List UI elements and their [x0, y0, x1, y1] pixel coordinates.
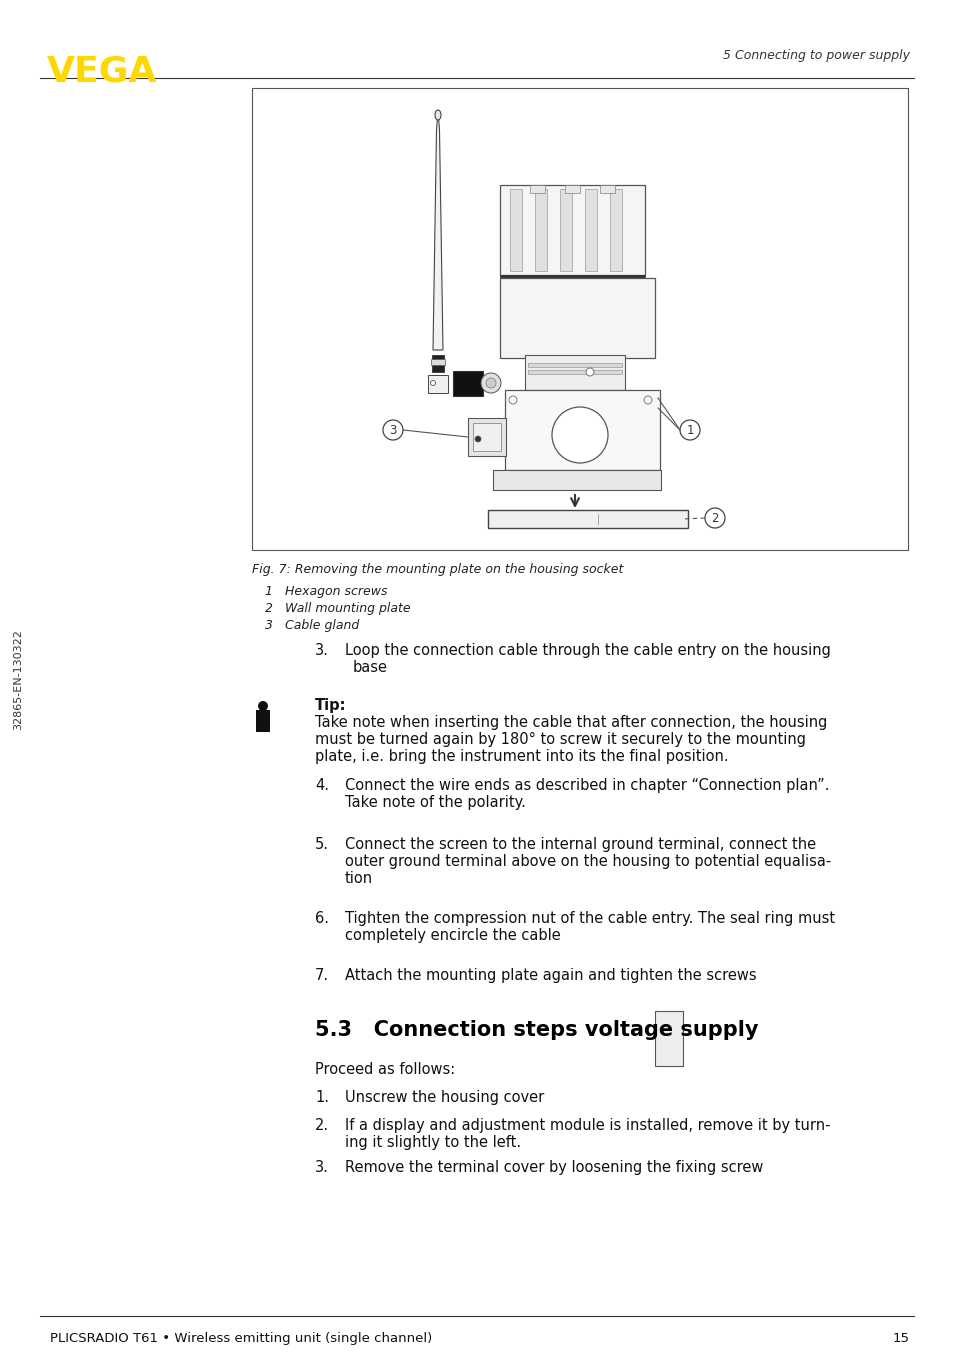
Bar: [510, 190, 521, 271]
Text: 5.3   Connection steps voltage supply: 5.3 Connection steps voltage supply: [314, 1020, 758, 1040]
Text: Remove the terminal cover by loosening the fixing screw: Remove the terminal cover by loosening t…: [345, 1160, 762, 1175]
Text: 2   Wall mounting plate: 2 Wall mounting plate: [265, 603, 410, 615]
Text: 3.: 3.: [314, 1160, 329, 1175]
Text: base: base: [353, 659, 388, 676]
Circle shape: [704, 508, 724, 528]
Text: 15: 15: [892, 1332, 909, 1345]
Text: outer ground terminal above on the housing to potential equalisa-: outer ground terminal above on the housi…: [345, 854, 830, 869]
Circle shape: [257, 701, 268, 711]
Bar: [468, 418, 505, 456]
Text: If a display and adjustment module is installed, remove it by turn-: If a display and adjustment module is in…: [345, 1118, 830, 1133]
Text: Tip:: Tip:: [314, 699, 346, 714]
Circle shape: [552, 408, 607, 463]
Text: VEGA: VEGA: [47, 56, 157, 89]
Text: 32865-EN-130322: 32865-EN-130322: [13, 630, 23, 730]
Text: 3.: 3.: [314, 643, 329, 658]
Circle shape: [382, 420, 402, 440]
Bar: [473, 422, 500, 451]
Text: Unscrew the housing cover: Unscrew the housing cover: [345, 1090, 543, 1105]
Circle shape: [480, 372, 500, 393]
Text: plate, i.e. bring the instrument into its the final position.: plate, i.e. bring the instrument into it…: [314, 749, 728, 764]
Text: 1: 1: [685, 424, 693, 436]
Text: Take note when inserting the cable that after connection, the housing: Take note when inserting the cable that …: [314, 715, 826, 730]
Bar: [527, 363, 621, 367]
Text: Connect the screen to the internal ground terminal, connect the: Connect the screen to the internal groun…: [345, 837, 815, 852]
Text: Attach the mounting plate again and tighten the screws: Attach the mounting plate again and tigh…: [345, 968, 756, 983]
Bar: [609, 190, 621, 271]
Circle shape: [430, 380, 435, 386]
Bar: [493, 470, 660, 490]
Bar: [564, 185, 579, 194]
Circle shape: [485, 378, 496, 389]
Bar: [499, 278, 655, 357]
Text: Tighten the compression nut of the cable entry. The seal ring must: Tighten the compression nut of the cable…: [345, 911, 834, 926]
Text: Loop the connection cable through the cable entry on the housing: Loop the connection cable through the ca…: [345, 643, 830, 658]
Bar: [527, 370, 621, 374]
Bar: [535, 190, 546, 271]
Bar: [504, 390, 659, 470]
Text: completely encircle the cable: completely encircle the cable: [345, 927, 560, 942]
Text: 6.: 6.: [314, 911, 329, 926]
Text: ing it slightly to the left.: ing it slightly to the left.: [345, 1135, 520, 1150]
Text: Take note of the polarity.: Take note of the polarity.: [345, 795, 525, 810]
Ellipse shape: [435, 110, 440, 121]
Text: 7.: 7.: [314, 968, 329, 983]
Bar: [584, 190, 597, 271]
Text: 5 Connecting to power supply: 5 Connecting to power supply: [722, 49, 909, 62]
Bar: [499, 185, 644, 275]
Text: PLICSRADIO T61 • Wireless emitting unit (single channel): PLICSRADIO T61 • Wireless emitting unit …: [50, 1332, 432, 1345]
Circle shape: [509, 395, 517, 403]
Text: 1.: 1.: [314, 1090, 329, 1105]
Text: 5.: 5.: [314, 837, 329, 852]
Bar: [559, 190, 572, 271]
Text: tion: tion: [345, 871, 373, 886]
Text: 3: 3: [389, 424, 396, 436]
Text: Connect the wire ends as described in chapter “Connection plan”.: Connect the wire ends as described in ch…: [345, 779, 828, 793]
Circle shape: [679, 420, 700, 440]
Text: must be turned again by 180° to screw it securely to the mounting: must be turned again by 180° to screw it…: [314, 733, 805, 747]
Circle shape: [475, 436, 480, 441]
Bar: [488, 510, 687, 528]
Text: 4.: 4.: [314, 779, 329, 793]
Text: Proceed as follows:: Proceed as follows:: [314, 1062, 455, 1076]
Circle shape: [643, 395, 651, 403]
Bar: [453, 371, 482, 395]
Bar: [530, 185, 544, 194]
Bar: [524, 355, 624, 390]
Bar: [655, 1011, 682, 1066]
Bar: [252, 88, 907, 550]
Text: 3   Cable gland: 3 Cable gland: [265, 619, 359, 632]
Polygon shape: [433, 110, 442, 349]
Bar: [431, 359, 444, 366]
Circle shape: [585, 368, 594, 376]
Bar: [255, 709, 270, 733]
Text: 1   Hexagon screws: 1 Hexagon screws: [265, 585, 387, 598]
Text: 2: 2: [711, 512, 718, 524]
Bar: [428, 375, 448, 393]
Bar: [499, 275, 644, 283]
Bar: [599, 185, 615, 194]
Text: Fig. 7: Removing the mounting plate on the housing socket: Fig. 7: Removing the mounting plate on t…: [252, 563, 622, 575]
Bar: [432, 355, 443, 372]
Text: 2.: 2.: [314, 1118, 329, 1133]
